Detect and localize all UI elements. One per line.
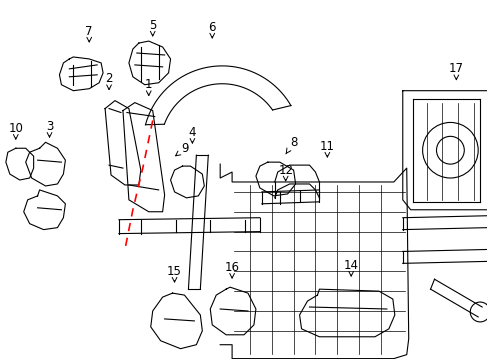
Text: 2: 2	[105, 72, 113, 90]
Text: 10: 10	[8, 122, 23, 139]
Text: 8: 8	[285, 136, 297, 154]
Text: 14: 14	[343, 259, 358, 276]
Text: 6: 6	[208, 21, 216, 38]
Text: 17: 17	[448, 62, 463, 80]
Text: 7: 7	[85, 24, 93, 42]
Text: 1: 1	[145, 78, 152, 95]
Text: 12: 12	[278, 163, 293, 181]
Text: 5: 5	[149, 19, 156, 36]
Text: 15: 15	[167, 265, 182, 282]
Text: 3: 3	[46, 120, 53, 137]
Text: 13: 13	[0, 359, 1, 360]
Text: 11: 11	[319, 140, 334, 157]
Text: 9: 9	[175, 142, 189, 156]
Text: 16: 16	[224, 261, 239, 278]
Text: 18: 18	[0, 359, 1, 360]
Text: 4: 4	[188, 126, 196, 143]
Text: 12: 12	[0, 359, 1, 360]
